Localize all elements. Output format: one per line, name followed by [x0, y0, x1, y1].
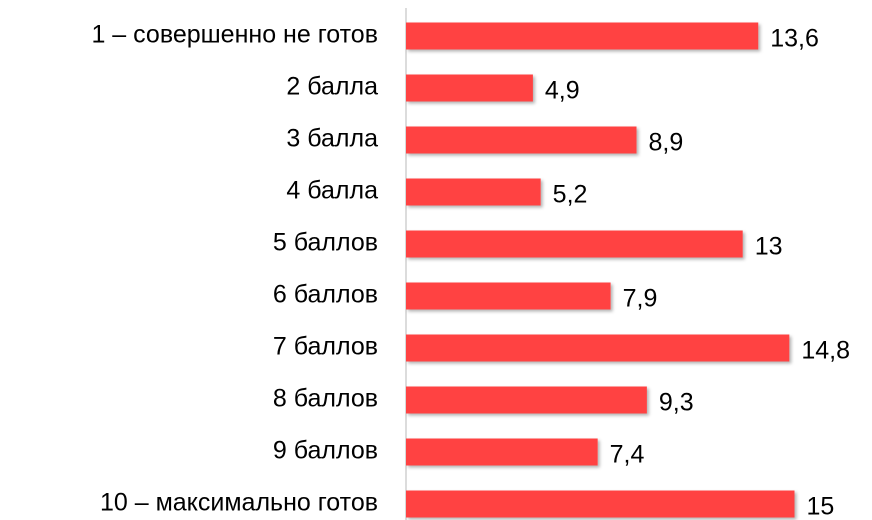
value-label: 9,3 [659, 389, 694, 417]
value-label: 14,8 [801, 337, 850, 365]
category-label: 4 балла [286, 177, 378, 205]
bar [406, 490, 795, 518]
bar [406, 22, 759, 50]
bar [406, 230, 743, 258]
bar [406, 282, 611, 310]
category-label: 9 баллов [273, 437, 378, 465]
category-label: 2 балла [286, 73, 378, 101]
category-label: 8 баллов [273, 385, 378, 413]
category-label: 7 баллов [273, 333, 378, 361]
value-label: 15 [807, 493, 835, 520]
bar [406, 386, 647, 414]
bar [406, 438, 598, 466]
bar [406, 126, 637, 154]
bar [406, 178, 541, 206]
value-label: 13 [755, 233, 783, 261]
value-label: 7,4 [610, 441, 645, 469]
category-label: 1 – совершенно не готов [91, 21, 378, 49]
bar [406, 74, 533, 102]
value-label: 5,2 [553, 181, 588, 209]
category-label: 5 баллов [273, 229, 378, 257]
value-label: 8,9 [649, 129, 684, 157]
category-label: 6 баллов [273, 281, 378, 309]
value-label: 4,9 [545, 77, 580, 105]
bar [406, 334, 790, 362]
category-label: 3 балла [286, 125, 378, 153]
category-label: 10 – максимально готов [100, 489, 378, 517]
value-label: 13,6 [770, 25, 819, 53]
value-label: 7,9 [623, 285, 658, 313]
